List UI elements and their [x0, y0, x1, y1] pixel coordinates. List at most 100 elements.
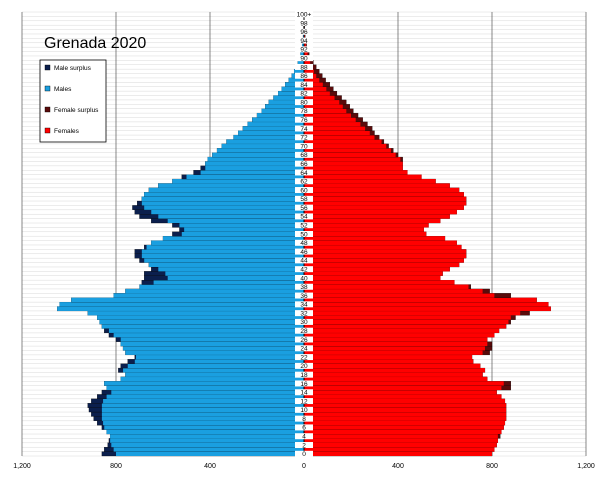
age-tick-label-bg	[295, 63, 313, 70]
male-bar-common	[242, 126, 304, 131]
male-bar-common	[97, 315, 304, 320]
female-bar-common	[304, 363, 481, 369]
age-tick-label: 8	[302, 416, 306, 423]
female-bar-common	[304, 315, 511, 320]
male-bar-common	[113, 332, 305, 338]
age-tick-label-bg	[295, 222, 313, 229]
age-tick-label: 34	[300, 302, 308, 309]
male-bar-common	[113, 293, 305, 298]
age-tick-label-bg	[295, 318, 313, 325]
male-bar-common	[71, 297, 304, 303]
male-bar-common	[104, 381, 304, 386]
female-bar-common	[304, 341, 488, 347]
male-bar-common	[165, 271, 304, 276]
female-bar-common	[304, 139, 382, 144]
male-bar-common	[151, 209, 304, 215]
male-bar-common	[139, 284, 304, 289]
female-bar-common	[304, 350, 483, 355]
male-bar-common	[158, 183, 304, 188]
age-tick-label-bg	[295, 204, 313, 211]
male-bar-common	[110, 438, 304, 443]
female-bar-common	[304, 148, 391, 153]
female-bar-common	[304, 130, 370, 136]
age-tick-label-bg	[295, 354, 313, 361]
age-tick-label-bg	[295, 37, 313, 44]
age-tick-label: 46	[300, 249, 308, 256]
male-bar-common	[59, 302, 304, 307]
male-bar-common	[106, 429, 304, 435]
age-tick-label: 54	[300, 214, 308, 221]
male-bar-common	[158, 214, 304, 219]
female-bar-common	[304, 135, 375, 140]
legend-label: Female surplus	[54, 107, 99, 114]
male-bar-common	[123, 346, 304, 351]
male-bar-common	[207, 157, 304, 162]
female-bar-common	[304, 275, 441, 281]
female-bar-common	[304, 293, 495, 298]
age-tick-label-bg	[295, 266, 313, 273]
female-bar-common	[304, 99, 340, 105]
age-tick-label-bg	[295, 433, 313, 440]
age-tick-label: 26	[300, 337, 308, 344]
x-tick-label: 400	[204, 463, 216, 470]
age-tick-label: 96	[300, 29, 308, 36]
age-tick-label-bg	[295, 81, 313, 88]
age-tick-labels: 0246810121416182022242628303234363840424…	[295, 11, 313, 458]
age-tick-label-bg	[295, 187, 313, 194]
age-tick-label: 94	[300, 38, 308, 45]
age-tick-label: 50	[300, 231, 308, 238]
age-tick-label-bg	[295, 362, 313, 369]
male-bar-common	[113, 447, 305, 452]
female-bar-common	[304, 266, 450, 272]
chart-title: Grenada 2020	[44, 35, 146, 52]
age-tick-label: 28	[300, 328, 308, 335]
female-bar-common	[304, 60, 311, 65]
female-bar-common	[304, 280, 455, 285]
x-tick-label: 800	[486, 463, 498, 470]
legend-box	[39, 59, 107, 143]
female-bar-common	[304, 346, 485, 351]
male-bar-common	[205, 161, 304, 166]
female-bar-common	[304, 337, 488, 342]
x-tick-label: 400	[392, 463, 404, 470]
female-bar-common	[304, 174, 422, 180]
male-bar-common	[108, 328, 304, 333]
age-tick-label: 86	[300, 73, 308, 80]
female-bar-common	[304, 91, 330, 96]
female-bar-common	[304, 438, 498, 443]
age-tick-label-bg	[295, 257, 313, 264]
female-bar-common	[304, 302, 549, 307]
age-tick-label-bg	[295, 301, 313, 308]
x-tick-label: 1,200	[13, 463, 31, 470]
legend-label: Males	[54, 86, 72, 93]
age-tick-label: 92	[300, 47, 308, 54]
age-tick-label-bg	[295, 46, 313, 53]
age-tick-label-bg	[295, 125, 313, 132]
female-bar-common	[304, 240, 457, 245]
male-bar-common	[226, 139, 304, 144]
age-tick-label: 66	[300, 161, 308, 168]
female-bar-common	[304, 398, 505, 404]
female-bar-common	[304, 368, 485, 373]
female-bar-common	[304, 451, 492, 456]
female-bar-common	[304, 376, 488, 382]
female-bar-common	[304, 385, 502, 391]
age-tick-label-bg	[295, 169, 313, 176]
female-bar-common	[304, 381, 504, 386]
age-tick-label: 48	[300, 240, 308, 247]
age-tick-label-bg	[295, 239, 313, 246]
legend-swatch	[44, 127, 51, 134]
female-bar-common	[304, 258, 464, 263]
female-bar-common	[304, 319, 509, 325]
age-tick-label: 68	[300, 152, 308, 159]
age-tick-label: 2	[302, 442, 306, 449]
age-tick-label: 20	[300, 363, 308, 370]
male-bar-common	[103, 398, 304, 404]
age-tick-label: 10	[300, 407, 308, 414]
male-bar-common	[212, 152, 304, 158]
age-tick-label: 72	[300, 135, 308, 142]
male-bar-common	[172, 179, 304, 184]
age-tick-label: 62	[300, 179, 308, 186]
age-tick-label-bg	[295, 336, 313, 343]
male-bar-common	[103, 420, 304, 426]
